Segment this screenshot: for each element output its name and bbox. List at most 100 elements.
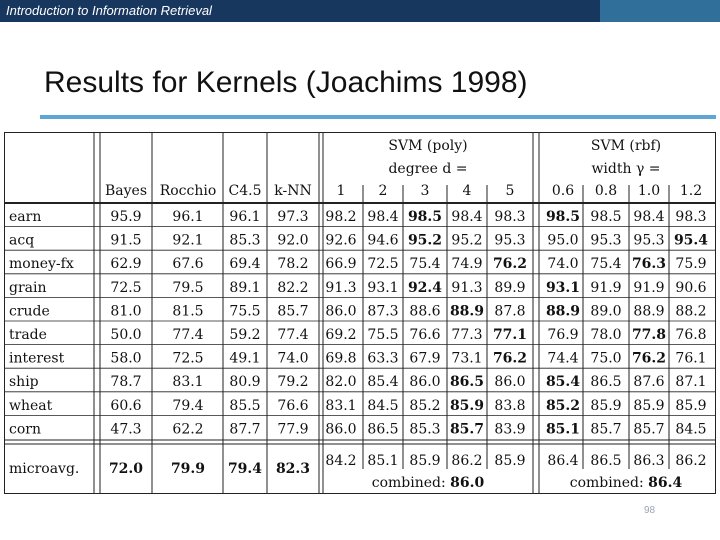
table-cell: 87.3 [367,303,398,319]
table-cell: 76.2 [632,351,666,367]
microavg-poly-cell: 85.9 [409,453,440,469]
table-cell: 50.0 [110,327,141,343]
column-header: 5 [506,183,515,199]
table-cell: 86.5 [450,374,484,390]
table-cell: 75.4 [409,256,440,272]
column-header: 2 [379,183,388,199]
table-cell: 88.9 [546,303,580,319]
microavg-poly-cell: 85.9 [494,453,525,469]
table-cell: 67.9 [409,351,440,367]
table-cell: 75.5 [229,303,260,319]
microavg-poly-cell: 85.1 [367,453,398,469]
row-label: earn [9,209,41,225]
table-cell: 85.7 [450,421,484,437]
table-cell: 88.9 [633,303,664,319]
poly-combined: combined: 86.0 [372,475,485,491]
table-cell: 98.3 [494,209,525,225]
table-cell: 76.1 [675,351,706,367]
table-cell: 82.0 [325,374,356,390]
table-cell: 87.1 [675,374,706,390]
table-cell: 76.3 [632,256,666,272]
table-cell: 85.9 [675,398,706,414]
table-cell: 72.5 [367,256,398,272]
microavg-poly-cell: 86.2 [451,453,482,469]
table-cell: 75.5 [367,327,398,343]
microavg-cell: 79.4 [228,461,262,477]
combined-value: 86.0 [450,475,484,491]
table-cell: 91.3 [451,280,482,296]
table-cell: 88.6 [409,303,440,319]
table-cell: 63.3 [367,351,398,367]
microavg-rbf-cell: 86.3 [633,453,664,469]
rbf-group-label: SVM (rbf) [591,138,661,154]
column-header: 1 [337,183,346,199]
table-cell: 83.9 [494,421,525,437]
table-cell: 89.9 [494,280,525,296]
column-header: 1.2 [680,183,702,199]
table-cell: 92.4 [408,280,442,296]
table-cell: 78.2 [277,256,308,272]
column-header: 0.6 [552,183,574,199]
table-cell: 85.1 [546,421,580,437]
table-cell: 77.3 [451,327,482,343]
table-cell: 58.0 [110,351,141,367]
table-cell: 95.9 [110,209,141,225]
table-cell: 87.7 [229,421,260,437]
course-title: Introduction to Information Retrieval [0,0,600,22]
table-cell: 93.1 [546,280,580,296]
table-cell: 74.0 [547,256,578,272]
rbf-combined: combined: 86.4 [570,475,683,491]
table-cell: 95.3 [633,233,664,249]
table-cell: 86.0 [409,374,440,390]
table-cell: 89.0 [590,303,621,319]
table-cell: 84.5 [675,421,706,437]
page-number: 98 [644,505,656,516]
column-header: 1.0 [638,183,660,199]
table-cell: 72.5 [172,351,203,367]
table-cell: 85.7 [277,303,308,319]
table-cell: 85.7 [590,421,621,437]
table-cell: 62.2 [172,421,203,437]
row-label: money-fx [9,256,74,272]
table-cell: 69.4 [229,256,260,272]
combined-label: combined: [570,475,648,491]
table-cell: 77.4 [277,327,308,343]
results-table: SVM (poly) degree d = SVM (rbf) width γ = Ba… [4,132,716,494]
table-cell: 98.5 [546,209,580,225]
table-cell: 77.9 [277,421,308,437]
table-cell: 69.8 [325,351,356,367]
table-cell: 95.4 [674,233,708,249]
table-cell: 76.6 [277,398,308,414]
table-cell: 92.0 [277,233,308,249]
table-cell: 96.1 [172,209,203,225]
table-cell: 85.3 [229,233,260,249]
table-cell: 79.5 [172,280,203,296]
table-cell: 83.1 [172,374,203,390]
combined-value: 86.4 [648,475,682,491]
table-rules [5,133,715,493]
table-cell: 95.0 [547,233,578,249]
table-cell: 98.4 [633,209,664,225]
table-cell: 85.9 [450,398,484,414]
table-cell: 75.0 [590,351,621,367]
table-cell: 87.8 [494,303,525,319]
table-cell: 88.9 [450,303,484,319]
table-cell: 90.6 [675,280,706,296]
row-label: trade [9,327,47,343]
rbf-param-label: width γ = [591,161,660,177]
table-cell: 85.7 [633,421,664,437]
table-cell: 73.1 [451,351,482,367]
table-cell: 93.1 [367,280,398,296]
microavg-rbf-cell: 86.2 [675,453,706,469]
table-cell: 89.1 [229,280,260,296]
table-cell: 81.5 [172,303,203,319]
row-label: interest [9,351,65,367]
table-cell: 49.1 [229,351,260,367]
microavg-cell: 79.9 [171,461,205,477]
table-cell: 98.2 [325,209,356,225]
table-cell: 98.4 [451,209,482,225]
row-label: acq [9,233,34,249]
slide-title: Results for Kernels (Joachims 1998) [44,66,528,99]
table-cell: 77.4 [172,327,203,343]
table-cell: 85.9 [590,398,621,414]
